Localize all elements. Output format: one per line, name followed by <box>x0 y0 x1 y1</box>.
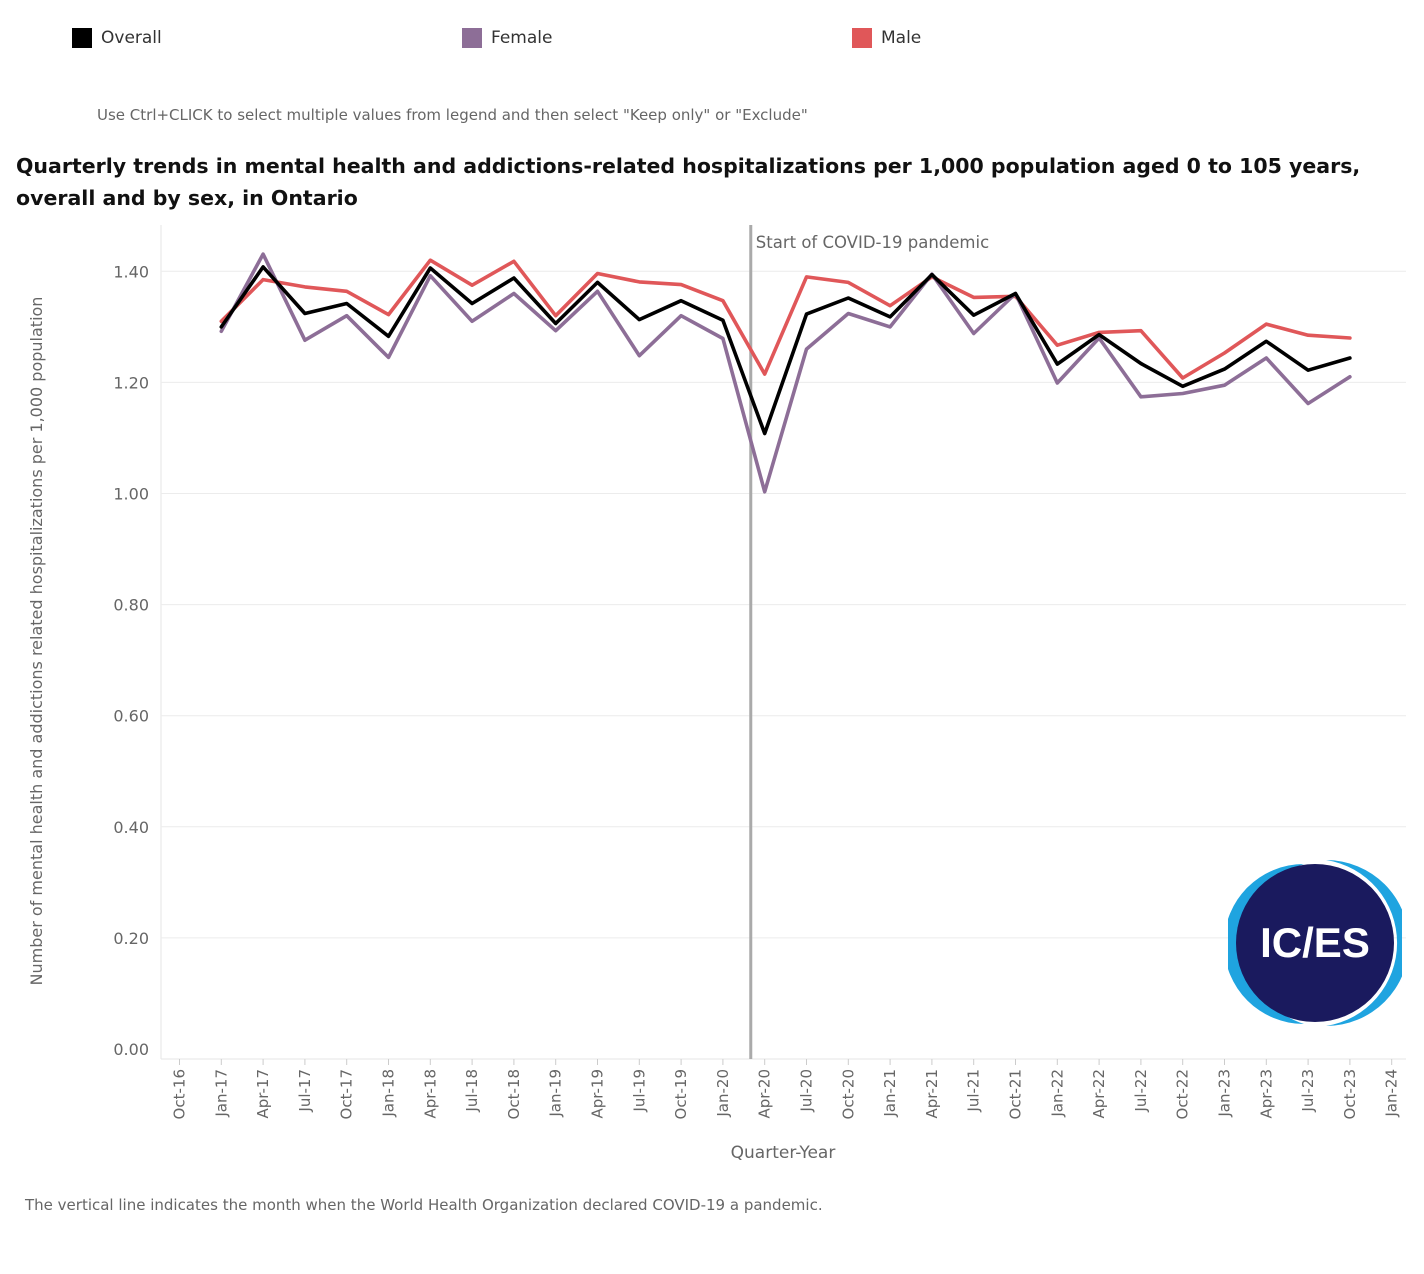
footnote: The vertical line indicates the month wh… <box>25 1196 823 1214</box>
x-tick-label: Jan-21 <box>881 1069 899 1118</box>
legend-item-female[interactable]: Female <box>462 28 552 48</box>
y-tick-label: 1.00 <box>113 485 149 504</box>
x-tick-label: Apr-22 <box>1090 1069 1108 1119</box>
series-line-female[interactable] <box>219 252 1352 494</box>
x-tick-label: Jul-19 <box>630 1069 648 1113</box>
legend-label-female: Female <box>491 28 553 48</box>
series-lines <box>219 252 1352 494</box>
legend-item-overall[interactable]: Overall <box>72 28 162 48</box>
y-tick-labels: 0.00 0.20 0.40 0.60 0.80 1.00 1.20 1.40 <box>113 262 149 1059</box>
y-tick-label: 1.40 <box>113 262 149 281</box>
logo-disc <box>1236 864 1394 1022</box>
series-line-overall[interactable] <box>219 265 1352 436</box>
legend-swatch-overall <box>72 28 92 48</box>
y-tick-label: 0.40 <box>113 818 149 837</box>
y-axis-label: Number of mental health and addictions r… <box>27 297 46 986</box>
x-tick-label: Oct-17 <box>338 1069 356 1119</box>
legend-swatch-male <box>852 28 872 48</box>
x-tick-label: Jul-17 <box>296 1069 314 1113</box>
x-tick-label: Oct-20 <box>839 1069 857 1119</box>
x-tick-label: Apr-17 <box>254 1069 272 1119</box>
x-tick-label: Oct-18 <box>505 1069 523 1119</box>
y-tick-label: 0.80 <box>113 596 149 615</box>
legend-item-male[interactable]: Male <box>852 28 921 48</box>
legend-label-overall: Overall <box>101 28 162 48</box>
grid-lines <box>160 225 1406 1060</box>
x-tick-label: Jul-20 <box>798 1069 816 1113</box>
x-tick-label: Jul-21 <box>965 1069 983 1113</box>
legend-hint: Use Ctrl+CLICK to select multiple values… <box>97 106 808 124</box>
x-tick-label: Jan-23 <box>1216 1069 1234 1118</box>
x-tick-label: Jan-22 <box>1048 1069 1066 1118</box>
x-tick-label: Jul-18 <box>463 1069 481 1113</box>
ices-logo-graphic: IC/ES <box>1228 860 1402 1026</box>
x-tick-label: Apr-20 <box>756 1069 774 1119</box>
x-tick-label: Jan-17 <box>212 1069 230 1118</box>
x-tick-label: Jan-24 <box>1383 1069 1401 1118</box>
x-tick-label: Jan-20 <box>714 1069 732 1118</box>
x-tick-label: Jul-22 <box>1132 1069 1150 1113</box>
logo-wordmark: IC/ES <box>1260 919 1370 966</box>
covid-annotation: Start of COVID-19 pandemic <box>749 225 989 1059</box>
x-tick-label: Apr-21 <box>923 1069 941 1119</box>
covid-annotation-label: Start of COVID-19 pandemic <box>756 233 989 252</box>
x-tick-label: Apr-19 <box>589 1069 607 1119</box>
x-tick-label: Jul-23 <box>1299 1069 1317 1113</box>
x-tick-label: Oct-19 <box>672 1069 690 1119</box>
x-axis-label: Quarter-Year <box>731 1143 836 1163</box>
x-tick-label: Oct-22 <box>1174 1069 1192 1119</box>
x-tick-label: Oct-16 <box>171 1069 189 1119</box>
x-tick-label: Apr-18 <box>421 1069 439 1119</box>
x-tick-labels: Oct-16 Jan-17 Apr-17 Jul-17 Oct-17 Jan-18 Apr-… <box>171 1059 1401 1119</box>
x-tick-label: Oct-23 <box>1341 1069 1359 1119</box>
ices-logo: IC/ES <box>1228 856 1402 1030</box>
series-line-male[interactable] <box>219 258 1352 380</box>
y-tick-label: 1.20 <box>113 373 149 392</box>
x-tick-label: Jan-19 <box>547 1069 565 1118</box>
x-tick-label: Apr-23 <box>1257 1069 1275 1119</box>
y-tick-label: 0.60 <box>113 707 149 726</box>
legend-swatch-female <box>462 28 482 48</box>
chart-title: Quarterly trends in mental health and ad… <box>16 154 1361 210</box>
x-tick-label: Jan-18 <box>380 1069 398 1118</box>
legend-label-male: Male <box>881 28 922 48</box>
y-tick-label: 0.00 <box>113 1040 149 1059</box>
legend: Overall Female Male <box>72 28 1372 54</box>
y-tick-label: 0.20 <box>113 929 149 948</box>
x-tick-label: Oct-21 <box>1007 1069 1025 1119</box>
